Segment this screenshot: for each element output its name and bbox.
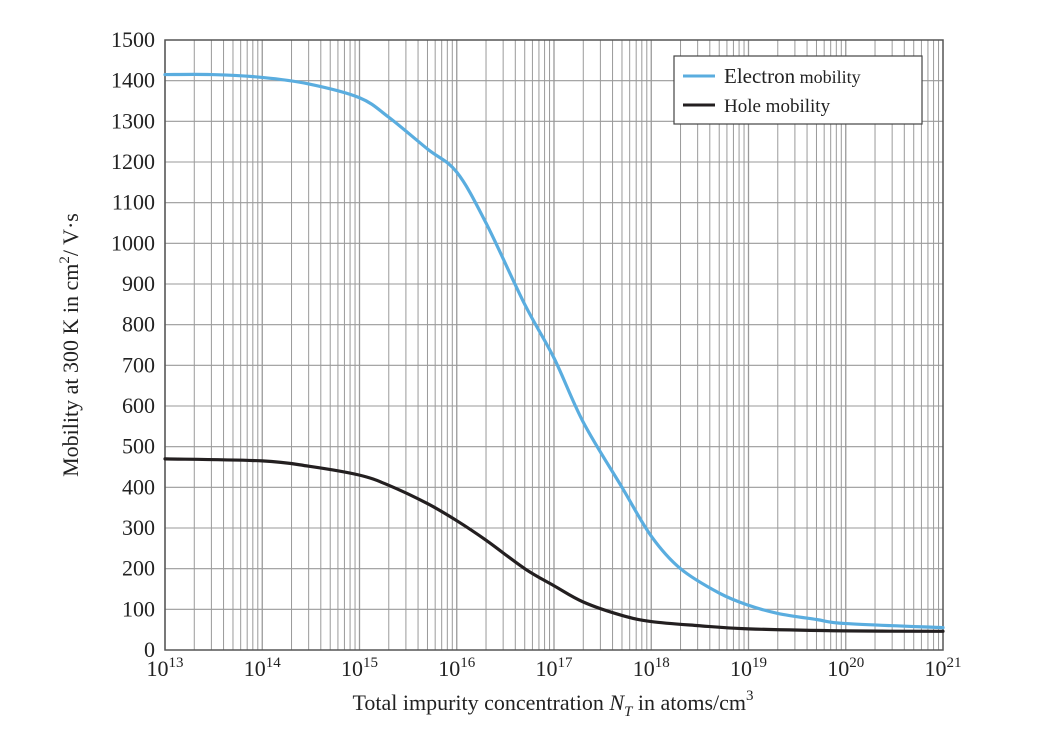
- y-tick-label: 0: [144, 637, 155, 662]
- x-tick-label: 1017: [536, 655, 574, 681]
- x-tick-label: 1021: [925, 655, 962, 681]
- legend-label-hole: Hole mobility: [724, 96, 831, 117]
- legend-label-electron: Electron mobility: [724, 64, 861, 88]
- y-tick-label: 800: [122, 312, 155, 337]
- grid: [164, 39, 943, 651]
- x-tick-label: 1020: [827, 655, 864, 681]
- y-tick-label: 1100: [112, 190, 155, 215]
- y-tick-label: 1400: [111, 68, 155, 93]
- y-tick-label: 1500: [111, 27, 155, 52]
- y-tick-label: 400: [122, 474, 155, 499]
- y-tick-label: 1000: [111, 230, 155, 255]
- y-axis-ticks: 0 100 200 300 400 500 600 700 800 900 1000 1100 1200…: [111, 27, 155, 662]
- x-tick-label: 1019: [730, 655, 767, 681]
- y-tick-label: 1200: [111, 149, 155, 174]
- plot-area-frame: [164, 39, 944, 651]
- y-tick-label: 900: [122, 271, 155, 296]
- y-tick-label: 200: [122, 556, 155, 581]
- y-tick-label: 700: [122, 352, 155, 377]
- series-line-electron-mobility: [163, 72, 945, 630]
- legend: Electron mobility Hole mobility: [673, 55, 923, 125]
- series-line-hole-mobility: [163, 457, 945, 633]
- y-tick-label: 300: [122, 515, 155, 540]
- x-tick-label: 1014: [244, 655, 282, 681]
- series-lines: [163, 72, 945, 633]
- x-tick-label: 1015: [341, 655, 378, 681]
- legend-box: [673, 55, 923, 125]
- x-axis-ticks: 1013 1014 1015 1016 1017 1018 1019 1020 1021: [147, 655, 962, 681]
- x-tick-label: 1016: [438, 655, 476, 681]
- x-tick-label: 1018: [633, 655, 670, 681]
- x-axis-label: Total impurity concentration NT in atoms…: [352, 688, 753, 720]
- y-tick-label: 600: [122, 393, 155, 418]
- x-tick-label: 1013: [147, 655, 184, 681]
- y-tick-label: 100: [122, 596, 155, 621]
- y-tick-label: 500: [122, 434, 155, 459]
- y-axis-label: Mobility at 300 K in cm2/ V·s: [57, 213, 83, 477]
- y-tick-label: 1300: [111, 108, 155, 133]
